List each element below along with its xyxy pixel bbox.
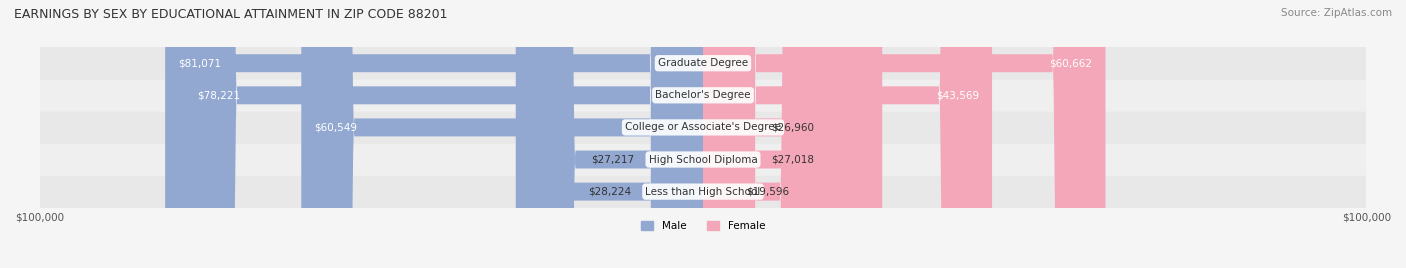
Text: Source: ZipAtlas.com: Source: ZipAtlas.com — [1281, 8, 1392, 18]
FancyBboxPatch shape — [39, 175, 1367, 208]
Text: $28,224: $28,224 — [588, 187, 631, 197]
Text: $78,221: $78,221 — [197, 90, 240, 100]
FancyBboxPatch shape — [39, 143, 1367, 176]
Text: $81,071: $81,071 — [179, 58, 221, 68]
FancyBboxPatch shape — [703, 0, 993, 268]
FancyBboxPatch shape — [523, 0, 703, 268]
Text: $60,662: $60,662 — [1049, 58, 1092, 68]
FancyBboxPatch shape — [703, 0, 882, 268]
FancyBboxPatch shape — [301, 0, 703, 268]
FancyBboxPatch shape — [516, 0, 703, 268]
Text: College or Associate's Degree: College or Associate's Degree — [626, 122, 780, 132]
Text: Less than High School: Less than High School — [645, 187, 761, 197]
Text: $27,018: $27,018 — [770, 155, 814, 165]
Text: $43,569: $43,569 — [935, 90, 979, 100]
FancyBboxPatch shape — [703, 0, 832, 268]
FancyBboxPatch shape — [703, 0, 882, 268]
Text: High School Diploma: High School Diploma — [648, 155, 758, 165]
Text: Bachelor's Degree: Bachelor's Degree — [655, 90, 751, 100]
FancyBboxPatch shape — [703, 0, 1105, 268]
Text: $60,549: $60,549 — [315, 122, 357, 132]
Text: Graduate Degree: Graduate Degree — [658, 58, 748, 68]
Text: $27,217: $27,217 — [591, 155, 634, 165]
FancyBboxPatch shape — [39, 111, 1367, 144]
Text: EARNINGS BY SEX BY EDUCATIONAL ATTAINMENT IN ZIP CODE 88201: EARNINGS BY SEX BY EDUCATIONAL ATTAINMEN… — [14, 8, 447, 21]
FancyBboxPatch shape — [39, 79, 1367, 112]
FancyBboxPatch shape — [39, 47, 1367, 80]
Text: $19,596: $19,596 — [747, 187, 790, 197]
Text: $26,960: $26,960 — [770, 122, 814, 132]
Legend: Male, Female: Male, Female — [641, 221, 765, 231]
FancyBboxPatch shape — [184, 0, 703, 268]
FancyBboxPatch shape — [165, 0, 703, 268]
